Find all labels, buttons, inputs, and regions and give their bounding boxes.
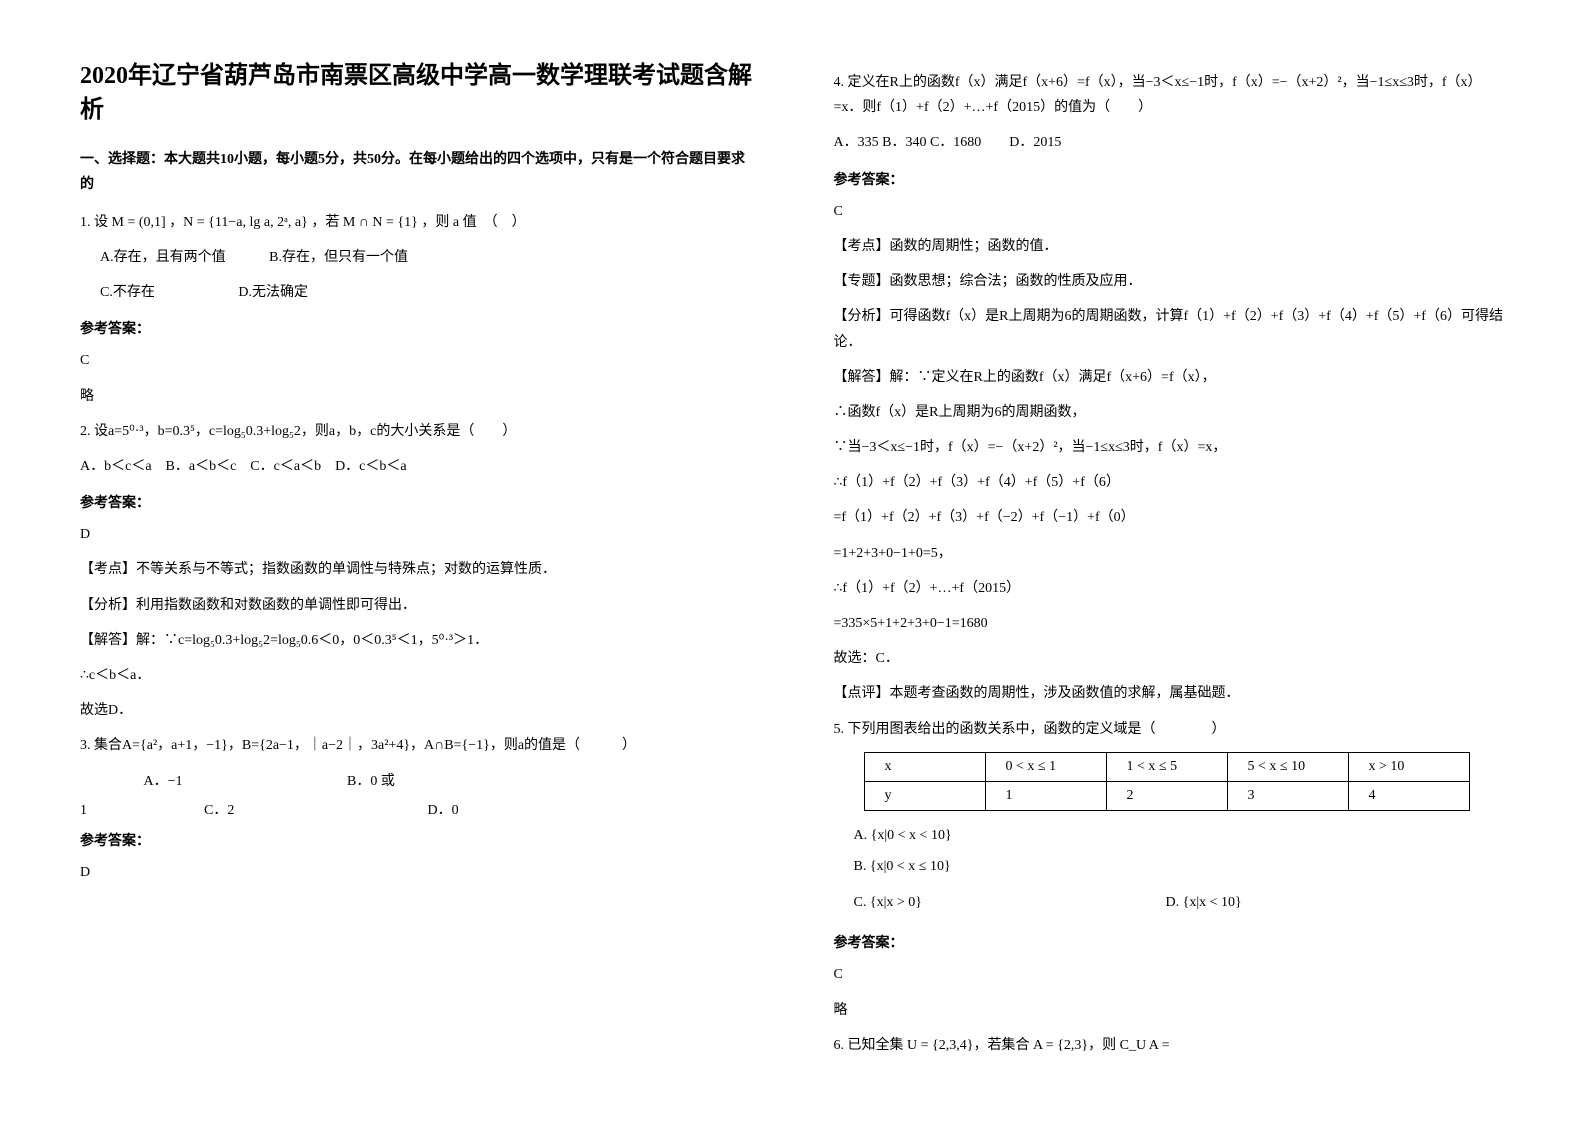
q3-stem: 3. 集合A={a²，a+1，−1}，B={2a−1，｜a−2｜，3a²+4}，… — [80, 733, 754, 758]
q2-answer: D — [80, 522, 754, 547]
q1-answer-label: 参考答案： — [80, 317, 754, 342]
q5-answer-label: 参考答案： — [834, 931, 1508, 956]
q4-answer-label: 参考答案： — [834, 168, 1508, 193]
q5-answer: C — [834, 962, 1508, 987]
q4-l4: 【解答】解：∵定义在R上的函数f（x）满足f（x+6）=f（x）， — [834, 365, 1508, 390]
q5-optA: A. {x|0 < x < 10} — [854, 821, 1072, 852]
section-heading: 一、选择题：本大题共10小题，每小题5分，共50分。在每小题给出的四个选项中，只… — [80, 147, 754, 197]
cell: 2 — [1106, 781, 1227, 810]
q4-l6: ∵当−3＜x≤−1时，f（x）=−（x+2）²，当−1≤x≤3时，f（x）=x， — [834, 435, 1508, 460]
q3-optB2: 1 — [80, 803, 87, 818]
q1-optC: C.不存在 — [100, 285, 155, 300]
q5-table: x 0 < x ≤ 1 1 < x ≤ 5 5 < x ≤ 10 x > 10 … — [864, 752, 1470, 811]
cell: 3 — [1227, 781, 1348, 810]
q3-options-row1: A．−1 B．0 或 — [80, 769, 754, 794]
q4-l10: ∴f（1）+f（2）+…+f（2015） — [834, 576, 1508, 601]
q3-optB: B．0 或 — [347, 774, 395, 789]
q4-l2: 【专题】函数思想；综合法；函数的性质及应用． — [834, 269, 1508, 294]
cell: 1 < x ≤ 5 — [1106, 752, 1227, 781]
q2-stem: 2. 设a=5⁰·³，b=0.3⁵，c=log₅0.3+log₅2，则a，b，c… — [80, 419, 754, 444]
q1-prefix: 1. 设 — [80, 215, 108, 230]
q5-options-row1: A. {x|0 < x < 10} B. {x|0 < x ≤ 10} — [854, 821, 1508, 883]
q4-l8: =f（1）+f（2）+f（3）+f（−2）+f（−1）+f（0） — [834, 505, 1508, 530]
q1-tail: ，则 a 值 （ ） — [421, 215, 525, 230]
q5-note: 略 — [834, 998, 1508, 1023]
q4-answer: C — [834, 199, 1508, 224]
q1-m: M = (0,1] — [112, 215, 166, 230]
left-column: 2020年辽宁省葫芦岛市南票区高级中学高一数学理联考试题含解析 一、选择题：本大… — [0, 0, 794, 1122]
cell: 0 < x ≤ 1 — [985, 752, 1106, 781]
q2-options: A．b＜c＜a B．a＜b＜c C．c＜a＜b D．c＜b＜a — [80, 454, 754, 479]
page-title: 2020年辽宁省葫芦岛市南票区高级中学高一数学理联考试题含解析 — [80, 60, 754, 127]
q1-stem: 1. 设 M = (0,1] ，N = {11−a, lg a, 2ᵃ, a} … — [80, 210, 754, 235]
q4-stem: 4. 定义在R上的函数f（x）满足f（x+6）=f（x），当−3＜x≤−1时，f… — [834, 70, 1508, 120]
q1-optD: D.无法确定 — [238, 285, 308, 300]
q4-l3: 【分析】可得函数f（x）是R上周期为6的周期函数，计算f（1）+f（2）+f（3… — [834, 304, 1508, 354]
q4-l11: =335×5+1+2+3+0−1=1680 — [834, 611, 1508, 636]
q2-line5: 故选D． — [80, 698, 754, 723]
q4-options: A．335 B．340 C．1680 D．2015 — [834, 130, 1508, 155]
q5-optD: D. {x|x < 10} — [1165, 888, 1361, 919]
cell: 5 < x ≤ 10 — [1227, 752, 1348, 781]
q5-optC: C. {x|x > 0} — [854, 888, 1042, 919]
cell: y — [864, 781, 985, 810]
q5-options-row2: C. {x|x > 0} D. {x|x < 10} — [854, 888, 1508, 919]
q4-l5: ∴函数f（x）是R上周期为6的周期函数， — [834, 400, 1508, 425]
q3-optC: C．2 — [204, 798, 424, 823]
q3-answer-label: 参考答案： — [80, 829, 754, 854]
q2-line1: 【考点】不等关系与不等式；指数函数的单调性与特殊点；对数的运算性质． — [80, 557, 754, 582]
q1-optB: B.存在，但只有一个值 — [269, 250, 408, 265]
right-column: 4. 定义在R上的函数f（x）满足f（x+6）=f（x），当−3＜x≤−1时，f… — [794, 0, 1587, 1122]
cell: x — [864, 752, 985, 781]
q1-cond: ，若 M ∩ N = {1} — [311, 215, 418, 230]
q4-l1: 【考点】函数的周期性；函数的值． — [834, 234, 1508, 259]
q3-options-row2: 1 C．2 D．0 — [80, 798, 754, 823]
cell: 4 — [1348, 781, 1469, 810]
q3-optD: D．0 — [428, 803, 459, 818]
q2-answer-label: 参考答案： — [80, 491, 754, 516]
q4-l12: 故选：C． — [834, 646, 1508, 671]
q5-stem: 5. 下列用图表给出的函数关系中，函数的定义域是（ ） — [834, 717, 1508, 742]
q4-l9: =1+2+3+0−1+0=5， — [834, 541, 1508, 566]
q1-options-row1: A.存在，且有两个值 B.存在，但只有一个值 — [100, 245, 754, 270]
q1-n: ，N = {11−a, lg a, 2ᵃ, a} — [169, 215, 308, 230]
q4-l13: 【点评】本题考查函数的周期性，涉及函数值的求解，属基础题． — [834, 681, 1508, 706]
q3-optA: A．−1 — [144, 769, 344, 794]
q2-line4: ∴c＜b＜a． — [80, 663, 754, 688]
q1-optA: A.存在，且有两个值 — [100, 250, 226, 265]
q3-answer: D — [80, 860, 754, 885]
q1-options-row2: C.不存在 D.无法确定 — [100, 280, 754, 305]
cell: 1 — [985, 781, 1106, 810]
q2-line2: 【分析】利用指数函数和对数函数的单调性即可得出． — [80, 593, 754, 618]
q2-line3: 【解答】解：∵c=log₅0.3+log₅2=log₅0.6＜0，0＜0.3⁵＜… — [80, 628, 754, 653]
q1-answer: C — [80, 348, 754, 373]
q4-l7: ∴f（1）+f（2）+f（3）+f（4）+f（5）+f（6） — [834, 470, 1508, 495]
q1-note: 略 — [80, 384, 754, 409]
table-row: x 0 < x ≤ 1 1 < x ≤ 5 5 < x ≤ 10 x > 10 — [864, 752, 1469, 781]
q5-optB: B. {x|0 < x ≤ 10} — [854, 852, 1071, 883]
cell: x > 10 — [1348, 752, 1469, 781]
table-row: y 1 2 3 4 — [864, 781, 1469, 810]
q6-stem: 6. 已知全集 U = {2,3,4}，若集合 A = {2,3}，则 C_U … — [834, 1033, 1508, 1058]
